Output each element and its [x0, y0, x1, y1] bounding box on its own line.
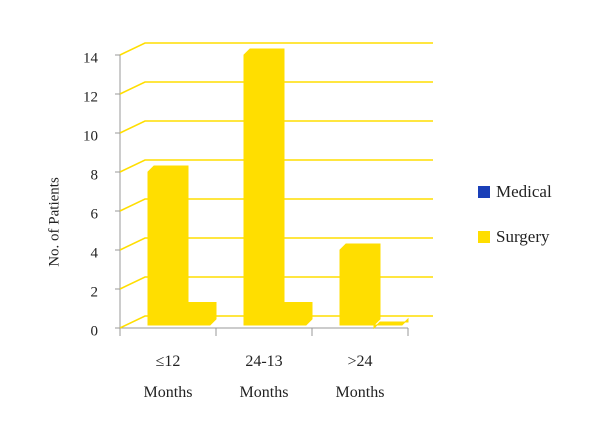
grid-line	[119, 120, 433, 134]
x-tick-label: >24 Months	[335, 353, 385, 401]
bar	[243, 48, 285, 326]
legend-label: Medical	[496, 182, 552, 201]
bar	[339, 243, 381, 326]
y-tick-label: 10	[83, 128, 98, 144]
x-tick-label: ≤12 Months	[143, 353, 193, 401]
y-tick-label: 12	[83, 89, 98, 105]
y-tick-label: 0	[91, 323, 99, 339]
y-tick-label: 14	[83, 50, 99, 66]
grid-line	[119, 198, 433, 212]
y-tick-label: 4	[91, 245, 99, 261]
grid-line	[119, 42, 433, 56]
legend-label: Surgery	[496, 227, 550, 246]
grid-line	[119, 81, 433, 95]
grid-line	[119, 315, 433, 329]
legend-swatch	[478, 231, 490, 243]
legend-swatch	[478, 186, 490, 198]
y-tick-label: 6	[91, 206, 99, 222]
grid-line	[119, 276, 433, 290]
grid-line	[119, 159, 433, 173]
bar	[373, 317, 409, 330]
bar	[181, 302, 217, 326]
bar	[147, 165, 189, 326]
x-tick-label: 24-13 Months	[239, 353, 289, 401]
y-axis-label: No. of Patients	[46, 177, 62, 267]
y-tick-label: 2	[91, 284, 99, 300]
y-tick-label: 8	[91, 167, 99, 183]
grid-line	[119, 237, 433, 251]
bar	[277, 302, 313, 326]
